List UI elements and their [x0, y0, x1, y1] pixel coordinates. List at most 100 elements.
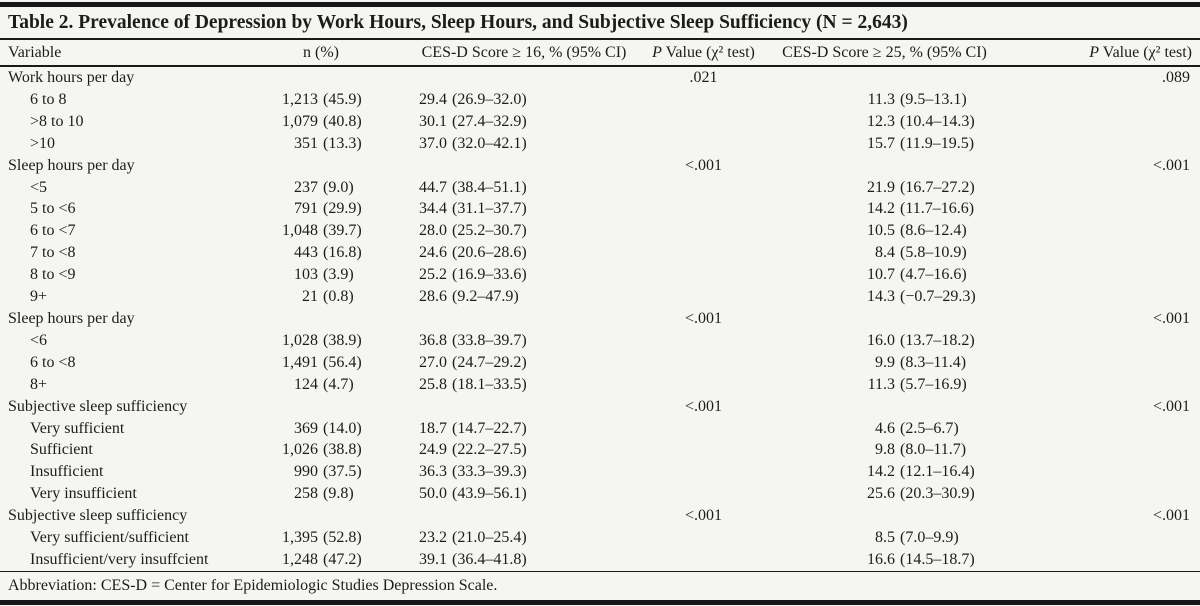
cell-n: 443 (16.8): [268, 242, 374, 264]
n-percent: (39.7): [323, 222, 362, 240]
section-row: Work hours per day .021 .089: [0, 66, 1200, 89]
row-label: Insufficient/very insuffcient: [30, 550, 209, 568]
table-row: Very insufficient 258 (9.8) 50.0 (43.9–56.1)…: [0, 483, 1200, 505]
cell-pvalue-16: [634, 89, 759, 111]
cell-pvalue-16: [634, 330, 759, 352]
col-header-variable: Variable: [0, 40, 268, 67]
cesd16-ci: (18.1–33.5): [452, 375, 527, 393]
cell-cesd25: 12.3 (10.4–14.3): [759, 111, 1054, 133]
cell-n: 124 (4.7): [268, 374, 374, 396]
n-value: 369: [294, 419, 318, 437]
cell-pvalue-16: <.001: [684, 397, 723, 415]
cell-pvalue-25: [1054, 374, 1200, 396]
cesd16-value: 50.0: [419, 485, 447, 503]
cesd16-value: 37.0: [419, 134, 447, 152]
cell-pvalue-25: [1054, 198, 1200, 220]
cesd25-ci: (12.1–16.4): [900, 463, 975, 481]
cesd16-ci: (33.3–39.3): [452, 463, 527, 481]
header-row: Variable n (%) CES-D Score ≥ 16, % (95% …: [0, 40, 1200, 67]
cesd25-value: 14.2: [867, 200, 895, 218]
top-rule: [0, 2, 1200, 7]
cell-n: 21 (0.8): [268, 286, 374, 308]
cesd16-ci: (9.2–47.9): [452, 288, 519, 306]
cell-cesd16: 39.1 (36.4–41.8): [374, 549, 634, 571]
cesd16-ci: (27.4–32.9): [452, 112, 527, 130]
cell-pvalue-16: <.001: [684, 156, 723, 174]
cell-cesd25: 16.0 (13.7–18.2): [759, 330, 1054, 352]
col-header-pvalue-25: P Value (χ² test): [1054, 40, 1200, 67]
cell-n: 237 (9.0): [268, 177, 374, 199]
row-label: Very insufficient: [30, 485, 137, 503]
cesd16-value: 24.6: [419, 244, 447, 262]
cell-n: [268, 155, 374, 177]
cell-cesd25: 10.7 (4.7–16.6): [759, 264, 1054, 286]
cell-pvalue-16: [634, 549, 759, 571]
cesd25-value: 25.6: [867, 485, 895, 503]
cell-pvalue-25: [1054, 111, 1200, 133]
table-row: <5 237 (9.0) 44.7 (38.4–51.1) 21.9 (16.7–27.2): [0, 177, 1200, 199]
row-label: Insufficient: [30, 463, 104, 481]
cell-cesd25: 4.6 (2.5–6.7): [759, 418, 1054, 440]
cell-pvalue-25: <.001: [1152, 156, 1190, 174]
n-value: 351: [294, 134, 318, 152]
n-percent: (38.9): [323, 331, 362, 349]
cell-pvalue-16: <.001: [684, 507, 723, 525]
cell-pvalue-25: [1054, 330, 1200, 352]
cesd25-ci: (2.5–6.7): [900, 419, 959, 437]
section-label: Subjective sleep sufficiency: [8, 397, 188, 415]
cell-pvalue-25: [1054, 352, 1200, 374]
table-row: 6 to <7 1,048 (39.7) 28.0 (25.2–30.7) 10.5 (8.…: [0, 220, 1200, 242]
cesd25-ci: (14.5–18.7): [900, 550, 975, 568]
cesd16-value: 44.7: [419, 178, 447, 196]
n-value: 1,079: [282, 112, 318, 130]
cell-cesd16: 30.1 (27.4–32.9): [374, 111, 634, 133]
cesd16-value: 18.7: [419, 419, 447, 437]
cell-pvalue-25: [1054, 461, 1200, 483]
n-percent: (38.8): [323, 441, 362, 459]
cesd16-value: 28.6: [419, 288, 447, 306]
n-percent: (45.9): [323, 90, 362, 108]
prevalence-table: Variable n (%) CES-D Score ≥ 16, % (95% …: [0, 40, 1200, 571]
cesd25-ci: (8.3–11.4): [900, 353, 967, 371]
n-percent: (9.0): [323, 178, 354, 196]
cell-cesd16: [374, 505, 634, 527]
cell-pvalue-16: [634, 461, 759, 483]
cesd25-value: 15.7: [867, 134, 895, 152]
cesd16-value: 39.1: [419, 550, 447, 568]
col-header-n: n (%): [268, 40, 374, 67]
cesd16-ci: (36.4–41.8): [452, 550, 527, 568]
n-value: 443: [294, 244, 318, 262]
cell-cesd16: [374, 66, 634, 89]
n-value: 124: [294, 375, 318, 393]
cell-n: 1,248 (47.2): [268, 549, 374, 571]
cell-pvalue-16: <.001: [684, 309, 723, 327]
cesd16-ci: (32.0–42.1): [452, 134, 527, 152]
cell-n: 1,395 (52.8): [268, 527, 374, 549]
cesd16-value: 36.3: [419, 463, 447, 481]
cell-cesd16: [374, 396, 634, 418]
n-percent: (37.5): [323, 463, 362, 481]
cell-pvalue-25: [1054, 549, 1200, 571]
cesd16-value: 24.9: [419, 441, 447, 459]
cesd25-ci: (9.5–13.1): [900, 90, 967, 108]
row-label: Very sufficient/sufficient: [30, 529, 189, 547]
n-percent: (9.8): [323, 485, 354, 503]
cell-cesd16: 36.8 (33.8–39.7): [374, 330, 634, 352]
cell-pvalue-16: [634, 264, 759, 286]
cesd25-ci: (4.7–16.6): [900, 266, 967, 284]
cell-n: [268, 66, 374, 89]
section-label: Sleep hours per day: [8, 309, 135, 327]
row-label: >10: [30, 134, 56, 152]
p-italic: P: [652, 44, 662, 61]
cesd16-value: 34.4: [419, 200, 447, 218]
cesd25-value: 11.3: [867, 90, 895, 108]
cell-n: [268, 308, 374, 330]
cesd16-ci: (31.1–37.7): [452, 200, 527, 218]
cesd25-ci: (7.0–9.9): [900, 529, 959, 547]
n-percent: (13.3): [323, 134, 362, 152]
n-value: 1,248: [282, 550, 318, 568]
n-value: 1,213: [282, 90, 318, 108]
cell-pvalue-16: [634, 286, 759, 308]
cell-cesd25: 25.6 (20.3–30.9): [759, 483, 1054, 505]
cell-pvalue-16: [634, 418, 759, 440]
